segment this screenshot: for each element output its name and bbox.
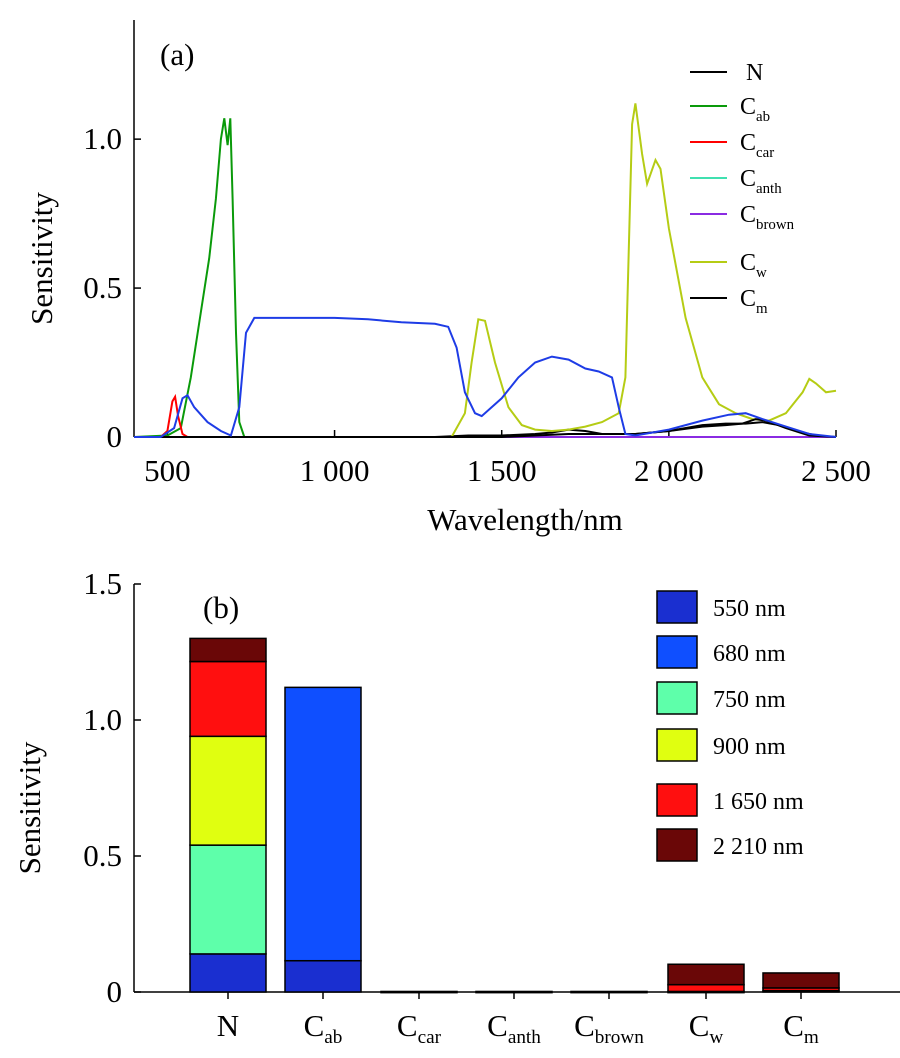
- x-tick-label: 1 000: [300, 453, 370, 488]
- legend-label: Cab: [740, 94, 770, 125]
- y-tick-label: 0.5: [83, 270, 122, 305]
- category-label: Cab: [304, 1008, 343, 1048]
- legend-label: Cbrown: [740, 202, 795, 233]
- category-label-base: C: [304, 1008, 325, 1043]
- y-tick-label: 1.5: [83, 566, 122, 601]
- legend-swatch: [656, 590, 698, 624]
- legend-label-sub: car: [756, 145, 774, 161]
- category-label-sub: anth: [508, 1027, 541, 1048]
- y-axis-title: Sensitivity: [24, 192, 59, 325]
- series-line: [134, 418, 837, 438]
- series-line: [133, 118, 836, 438]
- legend-label: 680 nm: [713, 641, 786, 667]
- y-tick-label: 0.5: [83, 838, 122, 873]
- category-label-base: C: [397, 1008, 418, 1043]
- category-label-base: C: [487, 1008, 508, 1043]
- category-label: Cbrown: [574, 1008, 644, 1048]
- x-axis-title: Wavelength/nm: [427, 502, 623, 537]
- legend-label-base: C: [740, 286, 756, 312]
- series-line: [134, 103, 837, 438]
- legend-item: 1 650 nm: [656, 783, 804, 817]
- category-label: Cm: [783, 1008, 819, 1048]
- category-label: N: [217, 1008, 239, 1043]
- bar-segment: [189, 844, 267, 955]
- legend-swatch: [656, 728, 698, 762]
- category-label-sub: m: [804, 1027, 819, 1048]
- bar-segment: [189, 660, 267, 738]
- category-label-base: C: [783, 1008, 804, 1043]
- legend-label-sub: anth: [756, 181, 782, 197]
- y-tick-label: 1.0: [83, 702, 122, 737]
- legend-label: Canth: [740, 166, 782, 197]
- legend-label-sub: ab: [756, 109, 770, 125]
- bar-segment: [284, 686, 362, 962]
- legend-label-base: C: [740, 250, 756, 276]
- legend-swatch: [656, 783, 698, 817]
- legend-item: N: [690, 60, 763, 86]
- y-tick-label: 1.0: [83, 121, 122, 156]
- legend-label: 550 nm: [713, 596, 786, 622]
- legend-label: 750 nm: [713, 687, 786, 713]
- legend-item: 750 nm: [656, 681, 786, 715]
- legend-label-base: N: [746, 60, 763, 86]
- series-line: [134, 316, 837, 438]
- bar-segment: [189, 953, 267, 993]
- bar-segment: [667, 963, 745, 986]
- bar-segment: [189, 735, 267, 846]
- legend-label-base: C: [740, 94, 756, 120]
- legend-label: N: [746, 60, 763, 86]
- legend-item: 2 210 nm: [656, 828, 804, 862]
- panel-a-line-chart: 0 0.5 1.0 500 1 000 1 500 2 000 2 500 Wavelength…: [24, 20, 871, 537]
- legend-label-base: C: [740, 130, 756, 156]
- legend-label: Ccar: [740, 130, 774, 161]
- category-label-base: N: [217, 1008, 239, 1043]
- legend-label: Cw: [740, 250, 767, 281]
- legend-label: 900 nm: [713, 734, 786, 760]
- legend-item: 550 nm: [656, 590, 786, 624]
- legend-swatch: [656, 681, 698, 715]
- legend-item: Cm: [690, 286, 768, 317]
- category-label-sub: w: [709, 1027, 723, 1048]
- x-tick-label: 2 000: [634, 453, 704, 488]
- category-label-base: C: [689, 1008, 710, 1043]
- category-label: Canth: [487, 1008, 541, 1048]
- x-tick-label: 500: [144, 453, 191, 488]
- x-tick-label: 1 500: [467, 453, 537, 488]
- panel-label: (b): [203, 590, 239, 625]
- category-label: Ccar: [397, 1008, 442, 1048]
- legend-label: 2 210 nm: [713, 834, 804, 860]
- legend-item: Cw: [690, 250, 767, 281]
- legend-label-base: C: [740, 166, 756, 192]
- legend-item: 900 nm: [656, 728, 786, 762]
- legend-item: Cab: [690, 94, 770, 125]
- y-tick-label: 0: [107, 419, 123, 454]
- category-label-sub: ab: [324, 1027, 342, 1048]
- legend-label: 1 650 nm: [713, 789, 804, 815]
- legend-item: Cbrown: [690, 202, 795, 233]
- bar-segment: [667, 983, 745, 993]
- legend-label: Cm: [740, 286, 768, 317]
- panel-label: (a): [160, 37, 194, 72]
- category-label-base: C: [574, 1008, 595, 1043]
- legend-item: Canth: [690, 166, 782, 197]
- legend-label-sub: brown: [756, 217, 795, 233]
- bar-segment: [189, 637, 267, 663]
- x-tick-label: 2 500: [801, 453, 871, 488]
- legend-swatch: [656, 828, 698, 862]
- legend-item: Ccar: [690, 130, 774, 161]
- category-label: Cw: [689, 1008, 724, 1048]
- legend-label-base: C: [740, 202, 756, 228]
- legend-swatch: [656, 635, 698, 669]
- y-tick-label: 0: [107, 974, 123, 1009]
- bar-segment: [762, 972, 840, 989]
- category-label-sub: car: [418, 1027, 442, 1048]
- bar-segment: [284, 959, 362, 993]
- legend-label-sub: m: [756, 301, 768, 317]
- legend-item: 680 nm: [656, 635, 786, 669]
- category-label-sub: brown: [595, 1027, 644, 1048]
- y-axis-title: Sensitivity: [12, 741, 47, 874]
- legend-label-sub: w: [756, 265, 767, 281]
